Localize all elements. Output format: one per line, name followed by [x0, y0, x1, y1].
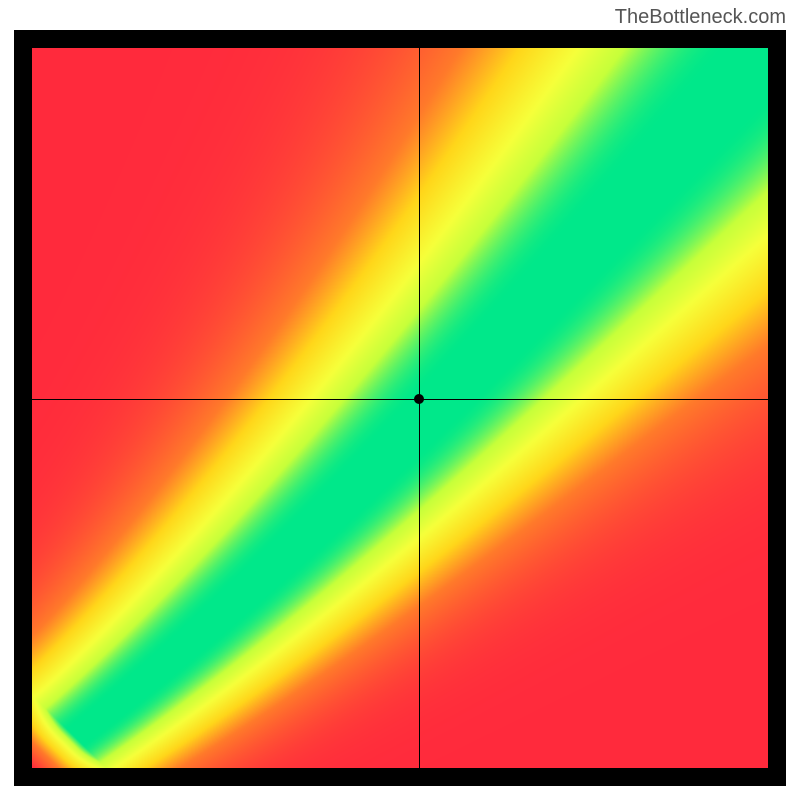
watermark-text: TheBottleneck.com — [615, 6, 786, 29]
crosshair-vertical — [419, 48, 420, 768]
heatmap-canvas — [32, 48, 768, 768]
crosshair-horizontal — [32, 399, 768, 400]
plot-frame — [14, 30, 786, 786]
plot-area — [32, 48, 768, 768]
chart-container: TheBottleneck.com — [0, 0, 800, 800]
data-point — [414, 394, 424, 404]
